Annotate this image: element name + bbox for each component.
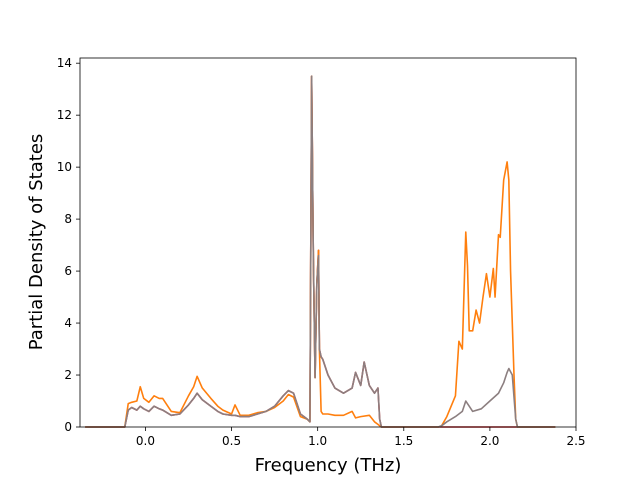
series-layer (85, 75, 556, 428)
x-tick-label: 1.0 (308, 434, 327, 448)
y-ticks: 0 2 4 6 8 10 12 14 (57, 56, 80, 434)
x-tick-label: 2.0 (480, 434, 499, 448)
x-tick-label: 0.0 (136, 434, 155, 448)
y-tick-label: 10 (57, 160, 72, 174)
series-line-1 (85, 75, 556, 428)
y-tick-label: 8 (64, 212, 72, 226)
x-ticks: 0.0 0.5 1.0 1.5 2.0 2.5 (136, 427, 586, 448)
y-tick-label: 0 (64, 420, 72, 434)
y-tick-label: 4 (64, 316, 72, 330)
series-line-2 (85, 75, 556, 428)
x-tick-label: 0.5 (222, 434, 241, 448)
plot-frame (79, 57, 577, 428)
y-tick-label: 14 (57, 56, 72, 70)
x-tick-label: 1.5 (394, 434, 413, 448)
y-axis-label: Partial Density of States (26, 134, 47, 351)
y-tick-label: 2 (64, 368, 72, 382)
x-axis-label: Frequency (THz) (255, 455, 402, 476)
y-tick-label: 12 (57, 108, 72, 122)
x-tick-label: 2.5 (566, 434, 585, 448)
y-tick-label: 6 (64, 264, 72, 278)
